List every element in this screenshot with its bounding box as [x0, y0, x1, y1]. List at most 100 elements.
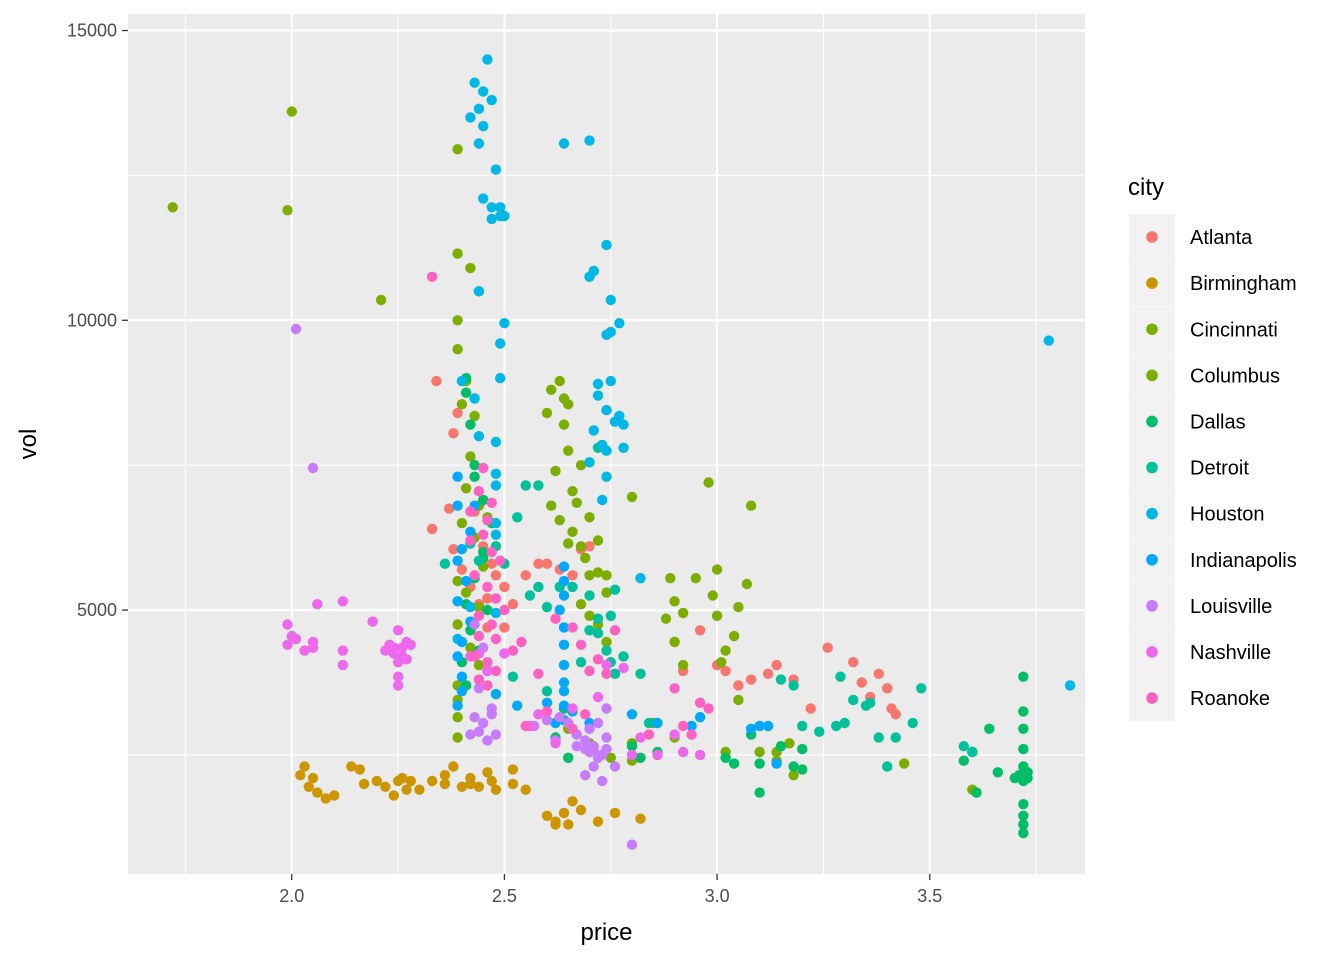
data-point [580, 735, 591, 746]
data-point [307, 462, 319, 474]
data-point [643, 729, 655, 740]
data-point [584, 135, 595, 146]
data-point [546, 500, 557, 511]
data-point [482, 665, 493, 677]
data-point [558, 807, 570, 819]
data-point [669, 596, 680, 607]
data-point [473, 486, 485, 497]
data-point [465, 729, 476, 740]
data-point [490, 688, 502, 700]
data-point [733, 601, 744, 613]
data-point [465, 451, 476, 462]
data-point [601, 404, 612, 416]
data-point [592, 567, 604, 578]
data-point [478, 494, 489, 506]
data-point [584, 610, 595, 621]
data-point [465, 112, 476, 123]
data-point [482, 735, 493, 746]
data-point [601, 570, 612, 581]
data-point [452, 555, 463, 566]
data-point [1018, 723, 1029, 734]
data-point [473, 674, 485, 685]
data-point [346, 761, 357, 772]
data-point [312, 787, 323, 798]
axes: 2.0 2.5 3.0 3.5 5000 10000 15000 [67, 21, 942, 906]
data-point [456, 375, 468, 387]
data-point [754, 758, 765, 769]
data-point [469, 77, 480, 88]
data-point [567, 703, 578, 714]
data-point [660, 613, 672, 624]
data-point [490, 633, 502, 645]
data-point [643, 717, 655, 729]
data-point [490, 164, 502, 175]
data-point [469, 651, 480, 662]
data-point [473, 138, 485, 149]
data-point [541, 686, 553, 697]
data-point [465, 601, 476, 613]
data-point [414, 784, 425, 795]
data-point [771, 659, 782, 671]
data-point [448, 544, 459, 555]
data-point [490, 729, 502, 740]
data-point [558, 138, 570, 149]
data-point [486, 202, 497, 213]
data-point [592, 535, 604, 546]
data-point [486, 497, 497, 508]
data-point [380, 781, 391, 792]
data-point [507, 671, 519, 682]
data-point [1018, 706, 1029, 717]
data-point [575, 657, 587, 668]
data-point [473, 726, 485, 737]
data-point [388, 790, 399, 801]
data-point [720, 645, 731, 656]
data-point [873, 732, 884, 743]
data-point [465, 526, 476, 537]
data-point [720, 752, 731, 763]
x-tick-label: 2.5 [492, 886, 517, 906]
data-point [452, 596, 463, 607]
data-point [469, 393, 480, 404]
data-point [584, 541, 595, 552]
data-point [703, 703, 714, 714]
data-point [465, 642, 476, 653]
data-point [899, 758, 910, 769]
data-point [392, 680, 404, 691]
data-point [299, 761, 310, 772]
data-point [563, 752, 574, 763]
data-point [520, 480, 531, 491]
data-point [588, 265, 599, 277]
data-point [580, 552, 591, 564]
data-point [669, 729, 680, 740]
data-point [584, 570, 595, 581]
data-point [482, 593, 493, 604]
legend-key-columbus [1146, 369, 1158, 382]
data-point [533, 709, 544, 720]
data-point [669, 683, 680, 694]
data-point [456, 686, 468, 697]
data-point [465, 506, 476, 517]
data-point [282, 619, 293, 630]
data-point [775, 741, 787, 752]
data-point [882, 761, 893, 772]
data-point [490, 529, 502, 540]
data-point [431, 375, 442, 387]
data-point [592, 691, 604, 703]
data-point [495, 555, 506, 566]
legend-label: Houston [1190, 504, 1265, 526]
data-point [784, 738, 795, 749]
data-point [865, 697, 876, 708]
data-point [652, 717, 663, 729]
data-point [490, 607, 502, 619]
data-point [473, 286, 485, 297]
data-point [392, 775, 404, 787]
series-birmingham [295, 761, 646, 830]
data-point [512, 700, 523, 711]
data-point [550, 819, 561, 830]
data-point [473, 781, 485, 792]
data-point [456, 671, 468, 682]
data-point [392, 671, 404, 682]
data-point [478, 86, 489, 97]
data-point [337, 596, 348, 607]
